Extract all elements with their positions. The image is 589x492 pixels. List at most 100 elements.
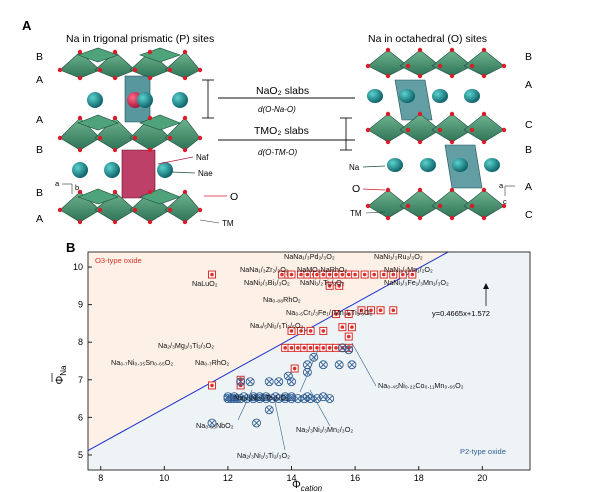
o3-data-point [370, 270, 379, 279]
x-tick-label: 10 [159, 473, 169, 483]
compound-label: NaNi₁/₃Ru₂/₃O₂ [374, 252, 423, 261]
compound-label: Na₀.₄₅Ni₀.₂₂Co₀.₁₁Mn₀.₆₆O₂ [378, 381, 464, 390]
stacking-letter: C [525, 119, 533, 131]
compound-labels-o3: NaNa₁/₃Pd₂/₃O₂ NaNi₁/₃Ru₂/₃O₂ NaNa₁/₃Zr₂… [111, 252, 449, 367]
tmo2-slabs-label: TMO₂ slabs [254, 125, 309, 137]
p2-data-point [239, 392, 249, 402]
right-structure-title: Na in octahedral (O) sites [368, 33, 487, 45]
compound-label: NaNa₁/₃Zr₂/₃O₂ [240, 265, 289, 274]
o3-data-point [347, 323, 356, 332]
compound-labels-p2: Na₂/₃Ni₂/₃Te₁/₃O₂ Na₀.₄₅Ni₀.₂₂Co₀.₁₁Mn₀.… [196, 381, 464, 460]
label-na-right: Na [349, 163, 360, 172]
y-tick-label: 8 [78, 337, 83, 347]
label-tm-right: TM [350, 209, 362, 218]
o3-series [208, 270, 417, 390]
panel-a-structures: A Na in trigonal prismatic (P) sites Na … [22, 18, 533, 228]
p2-data-point [261, 392, 271, 402]
o3-data-point [332, 310, 341, 319]
leader-na-right [362, 165, 386, 168]
stacking-letter: B [36, 144, 43, 156]
o3-data-point [389, 270, 398, 279]
stacking-letter: A [525, 79, 532, 91]
o3-data-point [287, 326, 296, 335]
x-tick-label: 8 [98, 473, 103, 483]
stacking-letter: A [36, 213, 43, 225]
compound-label: NaNi₁/₃Fe₁/₃Mn₁/₃O₂ [384, 278, 449, 287]
p2-data-point [207, 418, 217, 428]
y-tick-label: 9 [78, 300, 83, 310]
y-axis-ticks: 5 6 7 8 9 10 [73, 262, 92, 460]
p2-data-point [302, 392, 312, 402]
y-tick-label: 10 [73, 262, 83, 272]
o3-data-point [408, 270, 417, 279]
o3-na-atoms-row-2 [387, 158, 500, 172]
axis-glyph-b: b [75, 183, 79, 192]
axis-glyph-left [62, 183, 73, 194]
leader-tm-left [199, 219, 220, 224]
compound-label: NaLuO₂ [192, 279, 218, 288]
tmo2-layer-middle [59, 114, 201, 151]
left-stacking-sequence: B A A B B A [36, 51, 43, 225]
o3-data-point [367, 306, 376, 315]
axis-glyph-right [504, 185, 515, 196]
label-o-right: O [352, 183, 360, 195]
stacking-letter: A [525, 181, 532, 193]
p2-data-point [274, 377, 284, 387]
x-tick-label: 20 [477, 473, 487, 483]
tmo2-distance-label: d(O-TM-O) [258, 148, 297, 157]
o3-data-point [290, 364, 299, 373]
label-nae: Nae [198, 169, 213, 178]
svg-text:ΦNa: ΦNa [54, 365, 68, 385]
o3-data-point [338, 323, 347, 332]
o3-region-background [88, 252, 449, 470]
axis-glyph-a: a [499, 181, 504, 190]
p2-data-point [337, 343, 347, 353]
p2-structure-illustration: a b [55, 47, 203, 225]
p2-data-point [264, 405, 274, 415]
slab-indicators [202, 79, 355, 151]
o3-data-point [297, 326, 306, 335]
o3-tmo2-layer-middle [367, 113, 505, 143]
label-o-left: O [230, 191, 238, 203]
p2-data-point [248, 392, 258, 402]
o3-tmo2-layer-top [367, 49, 505, 77]
compound-label: Na₂/₃Mg₁/₃Ti₂/₃O₂ [158, 341, 214, 350]
compound-label: Na₀.₆Cr₁/₃Fe₁/₃Mn₁/₆Ti₁/₆O₂ [286, 308, 373, 317]
fit-arrow-head [483, 283, 489, 289]
stacking-letter: C [525, 209, 533, 221]
y-tick-label: 7 [78, 375, 83, 385]
compound-label: NaMO₂NaRhO₂ [297, 265, 348, 274]
compound-label: NaNi₁/₂Ti₁/₂O₂ [300, 278, 345, 287]
y-tick-label: 5 [78, 450, 83, 460]
axis-glyph-c: c [503, 197, 507, 206]
compound-label: Na₄/₅Ni₂/₅Ti₃/₅O₂ [250, 321, 304, 330]
p2-data-point [280, 392, 290, 402]
x-tick-label: 18 [414, 473, 424, 483]
p2-data-point [271, 392, 281, 402]
p2-data-point [283, 371, 293, 381]
p2-data-point [264, 377, 274, 387]
stacking-letter: B [525, 144, 532, 156]
stacking-letter: B [525, 51, 532, 63]
y-tick-label: 6 [78, 412, 83, 422]
x-axis-ticks: 8 10 12 14 16 18 20 [98, 466, 487, 483]
leader-o-right [362, 188, 386, 191]
o3-oxygen-atoms [365, 47, 507, 221]
compound-label: Na₀.₇RhO₂ [195, 358, 229, 367]
compound-label: Na₀.₆₅NbO₂ [196, 421, 234, 430]
x-tick-label: 12 [223, 473, 233, 483]
nao2-slabs-label: NaO₂ slabs [256, 85, 309, 97]
label-tm-left: TM [222, 219, 234, 228]
fit-equation-label: y=0.4665x+1.572 [432, 309, 490, 318]
o3-data-point [208, 270, 217, 279]
p2-data-point [318, 360, 328, 370]
compound-label: Na₀.₇Ni₀.₃₅Sn₀.₆₅O₂ [111, 358, 173, 367]
stacking-letter: A [36, 114, 43, 126]
panel-b-scatter-plot: B 8 10 12 14 16 18 20 5 6 7 8 9 10 Φcation ΦNa O3-t… [51, 240, 531, 492]
compound-label: NaNi₂/₃Bi₁/₃O₂ [244, 278, 290, 287]
o3-data-point [325, 281, 334, 290]
nao2-distance-label: d(O-Na-O) [258, 105, 296, 114]
o3-data-point [344, 310, 353, 319]
o3-data-point [319, 326, 328, 335]
y-axis-label: ΦNa [51, 365, 68, 385]
